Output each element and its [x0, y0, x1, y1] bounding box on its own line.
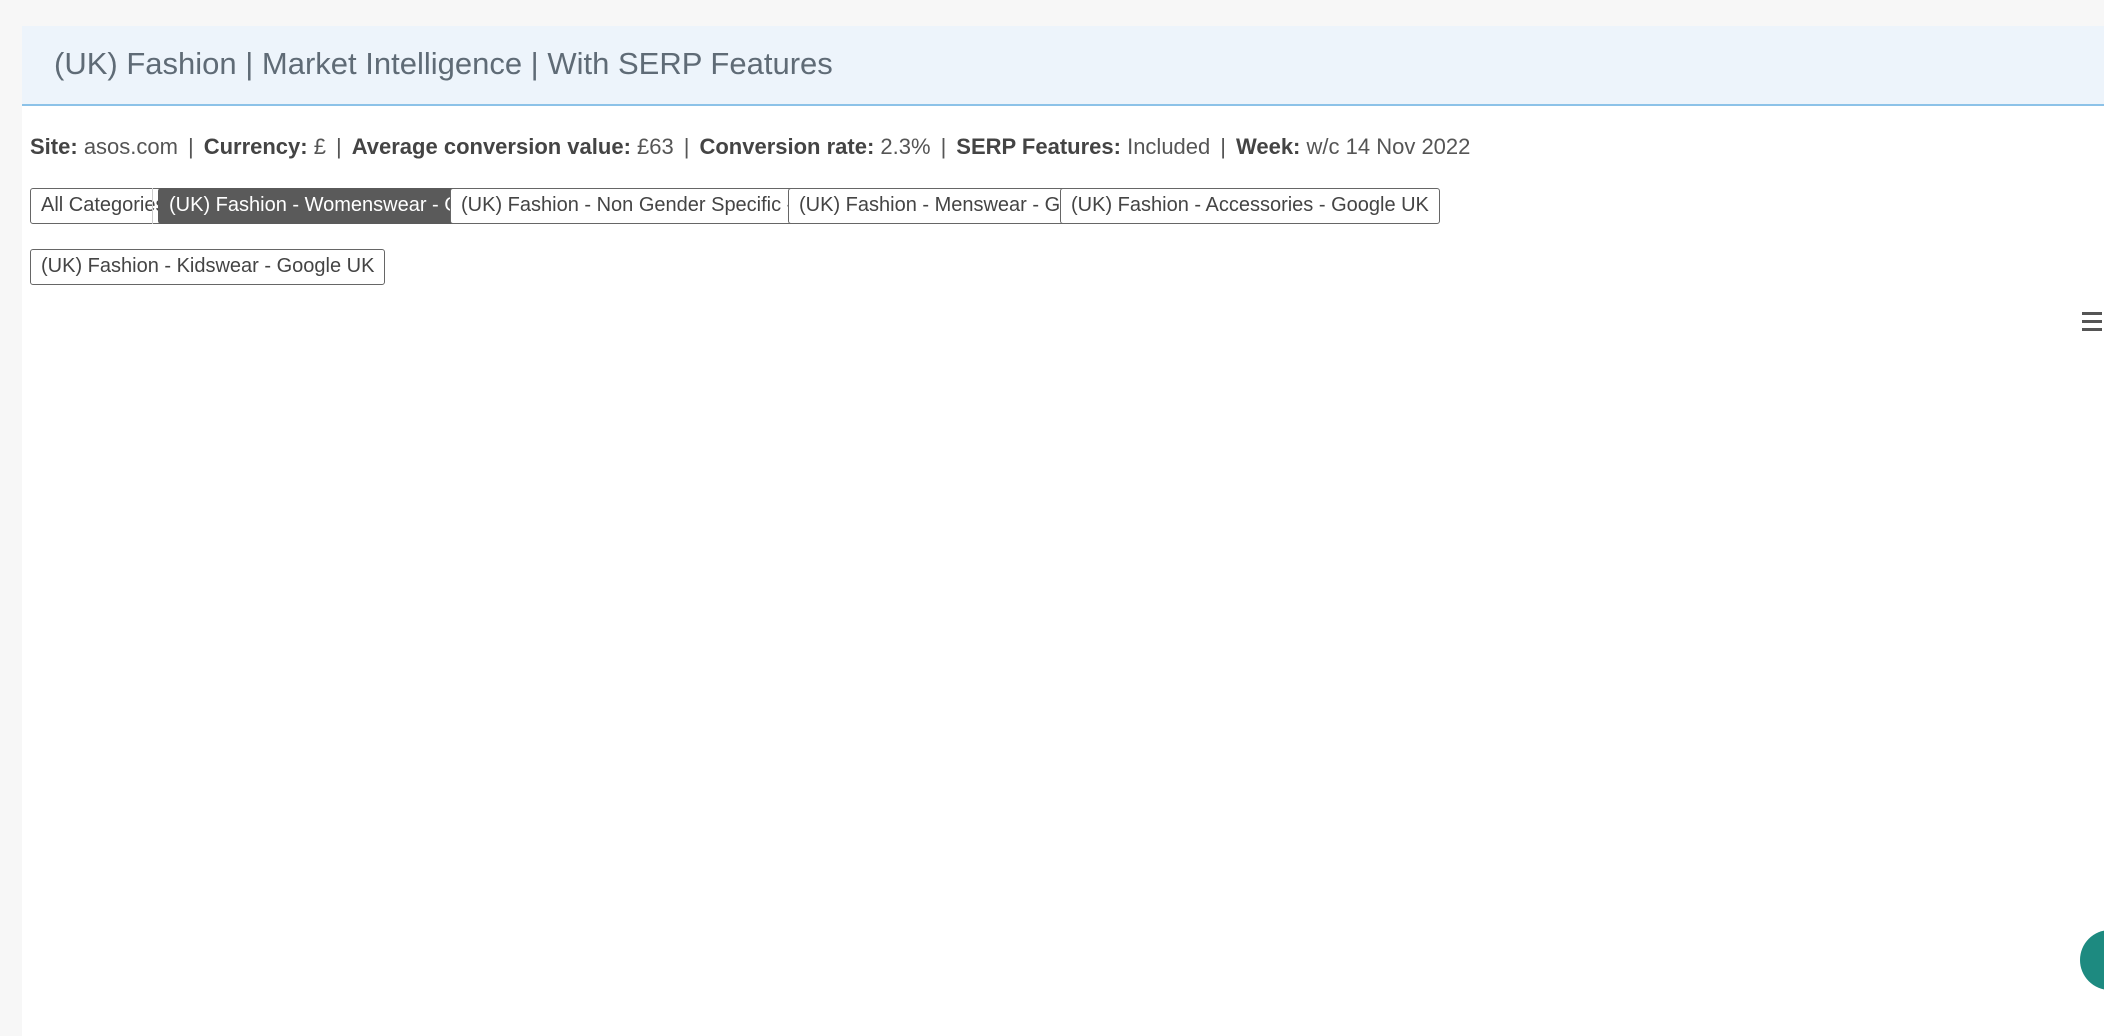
info-conversion-value-label: Average conversion value: — [351, 134, 631, 159]
info-conversion-value: £63 — [637, 134, 674, 159]
menu-line — [2082, 320, 2102, 323]
info-site-value: asos.com — [83, 134, 178, 159]
info-week-value: w/c 14 Nov 2022 — [1306, 134, 1471, 159]
dashboard-card: (UK) Fashion | Market Intelligence | Wit… — [22, 26, 2104, 1036]
menu-line — [2082, 312, 2102, 315]
card-header: (UK) Fashion | Market Intelligence | Wit… — [22, 26, 2104, 106]
info-conversion-rate-value: 2.3% — [880, 134, 931, 159]
info-conversion-rate-label: Conversion rate: — [699, 134, 875, 159]
info-serp-label: SERP Features: — [956, 134, 1121, 159]
chip-all-categories[interactable]: All Categories — [30, 188, 177, 224]
info-serp-value: Included — [1127, 134, 1211, 159]
info-currency-label: Currency: — [203, 134, 308, 159]
hamburger-menu-icon[interactable] — [2082, 312, 2104, 336]
top-strip — [0, 0, 2104, 26]
info-week-label: Week: — [1235, 134, 1301, 159]
chip-accessories[interactable]: (UK) Fashion - Accessories - Google UK — [1060, 188, 1440, 224]
info-currency-value: £ — [313, 134, 326, 159]
info-separator: | — [940, 134, 947, 159]
info-bar: Site: asos.com | Currency: £ | Average conve… — [30, 134, 1470, 160]
chip-kidswear[interactable]: (UK) Fashion - Kidswear - Google UK — [30, 249, 386, 285]
page-title: (UK) Fashion | Market Intelligence | Wit… — [54, 46, 833, 81]
chip-divider — [152, 188, 153, 224]
info-site-label: Site: — [30, 134, 78, 159]
info-separator: | — [335, 134, 342, 159]
info-separator: | — [1220, 134, 1226, 159]
info-separator: | — [187, 134, 194, 159]
left-strip — [0, 26, 22, 1036]
info-separator: | — [683, 134, 690, 159]
menu-line — [2082, 328, 2102, 331]
